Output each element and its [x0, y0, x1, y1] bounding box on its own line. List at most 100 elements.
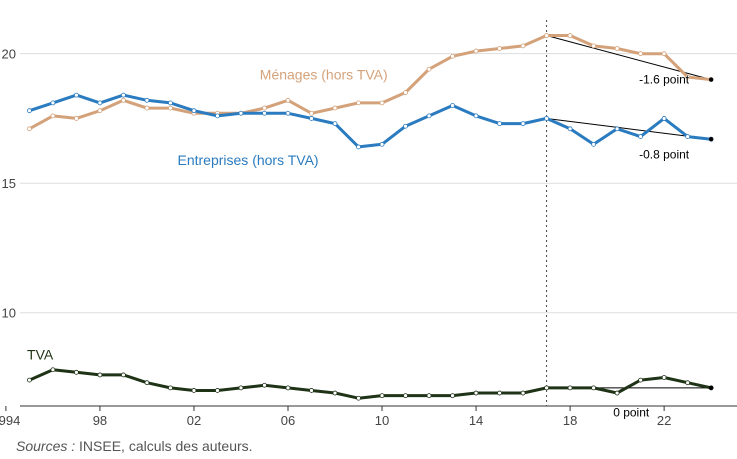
x-tick-label: 10	[375, 413, 389, 428]
data-point-menages	[544, 33, 549, 38]
data-point-entreprises	[191, 108, 197, 114]
data-point-menages	[450, 53, 455, 59]
data-point-menages	[379, 100, 385, 106]
trend-annotation-tva: 0 point	[613, 405, 650, 419]
data-point-entreprises	[520, 121, 526, 127]
series-group	[27, 33, 714, 401]
data-point-menages	[309, 110, 314, 116]
data-point-menages	[567, 33, 573, 38]
data-point-tva	[74, 369, 79, 375]
series-label-menages: Ménages (hors TVA)	[260, 67, 388, 83]
series-line-menages	[27, 34, 713, 131]
data-point-entreprises	[50, 100, 56, 106]
data-point-entreprises	[27, 108, 32, 114]
data-point-tva	[309, 388, 314, 393]
line-chart: 10 15 20 1994 98 02 06 10 14 18 22 Ménages (hors T…	[0, 20, 737, 428]
data-point-entreprises	[332, 121, 338, 127]
data-point-menages	[685, 74, 691, 80]
data-point-tva	[262, 382, 267, 388]
data-point-entreprises	[497, 121, 502, 127]
data-point-entreprises	[168, 100, 173, 106]
data-point-entreprises	[356, 144, 361, 150]
chart-labels: Ménages (hors TVA) Entreprises (hors TVA…	[27, 67, 690, 420]
data-point-entreprises	[97, 100, 103, 106]
series-label-tva: TVA	[27, 346, 54, 362]
trend-annotation-entreprises: -0.8 point	[639, 148, 690, 162]
data-point-entreprises	[121, 92, 126, 98]
data-point-menages	[144, 105, 150, 111]
series-label-entreprises: Entreprises (hors TVA)	[178, 152, 319, 168]
data-point-entreprises	[262, 110, 267, 116]
data-point-tva	[638, 377, 644, 383]
data-point-menages	[121, 97, 126, 103]
x-tick-label: 18	[563, 413, 577, 428]
source-note: Sources : INSEE, calculs des auteurs.	[16, 438, 253, 454]
data-point-menages	[97, 108, 103, 114]
x-tick-label: 98	[93, 413, 107, 428]
data-point-menages	[591, 43, 596, 49]
data-point-tva	[426, 393, 432, 399]
data-point-tva	[356, 395, 361, 401]
data-point-menages	[614, 46, 620, 51]
data-point-menages	[403, 90, 408, 95]
data-point-menages	[74, 116, 79, 121]
data-point-menages	[473, 48, 479, 54]
data-point-entreprises	[685, 134, 691, 139]
data-point-menages	[426, 66, 432, 72]
data-point-tva	[121, 372, 126, 378]
data-point-entreprises	[661, 116, 667, 121]
data-point-tva	[285, 385, 291, 391]
data-point-entreprises	[638, 134, 644, 139]
y-tick-label: 20	[2, 47, 16, 62]
x-tick-label: 06	[281, 413, 295, 428]
data-point-menages	[497, 46, 502, 51]
data-point-menages	[168, 105, 173, 111]
data-point-tva	[591, 385, 596, 391]
source-prefix: Sources :	[16, 438, 76, 454]
data-point-entreprises	[450, 103, 455, 108]
data-point-menages	[332, 105, 338, 111]
data-point-entreprises	[238, 110, 244, 116]
data-point-menages	[50, 113, 56, 119]
data-point-entreprises	[144, 97, 150, 103]
data-point-entreprises	[614, 126, 620, 132]
data-point-tva	[144, 380, 150, 386]
data-point-tva	[168, 385, 173, 391]
x-tick-label: 14	[469, 413, 483, 428]
data-point-tva	[238, 385, 244, 391]
data-point-tva	[27, 377, 32, 383]
data-point-tva	[50, 367, 56, 373]
data-point-entreprises	[379, 141, 385, 147]
axes: 10 15 20 1994 98 02 06 10 14 18 22	[0, 47, 737, 428]
data-point-tva	[379, 393, 385, 399]
y-tick-label: 10	[2, 306, 16, 321]
data-point-menages	[638, 51, 644, 57]
endpoint-marker-tva	[708, 385, 714, 391]
series-line-entreprises	[27, 93, 713, 149]
trend-lines	[546, 35, 712, 389]
data-point-entreprises	[473, 113, 479, 119]
x-tick-label: 1994	[0, 413, 20, 428]
data-point-tva	[450, 393, 455, 399]
series-line-tva	[27, 368, 713, 400]
data-point-entreprises	[285, 110, 291, 116]
data-point-tva	[497, 390, 502, 396]
data-point-tva	[473, 390, 479, 396]
data-point-tva	[544, 385, 549, 391]
trend-line-entreprises	[546, 117, 712, 140]
data-point-entreprises	[309, 116, 314, 121]
source-text: INSEE, calculs des auteurs.	[75, 438, 253, 454]
trend-annotation-menages: -1.6 point	[639, 72, 690, 86]
data-point-tva	[661, 375, 667, 380]
data-point-tva	[567, 385, 573, 391]
data-point-entreprises	[74, 92, 79, 98]
data-point-menages	[661, 51, 667, 57]
data-point-menages	[520, 43, 526, 49]
data-point-tva	[332, 390, 338, 396]
data-point-entreprises	[591, 141, 596, 147]
data-point-tva	[614, 390, 620, 396]
x-tick-label: 02	[187, 413, 201, 428]
data-point-tva	[685, 380, 691, 386]
data-point-entreprises	[544, 116, 549, 121]
endpoint-marker-menages	[708, 77, 714, 82]
